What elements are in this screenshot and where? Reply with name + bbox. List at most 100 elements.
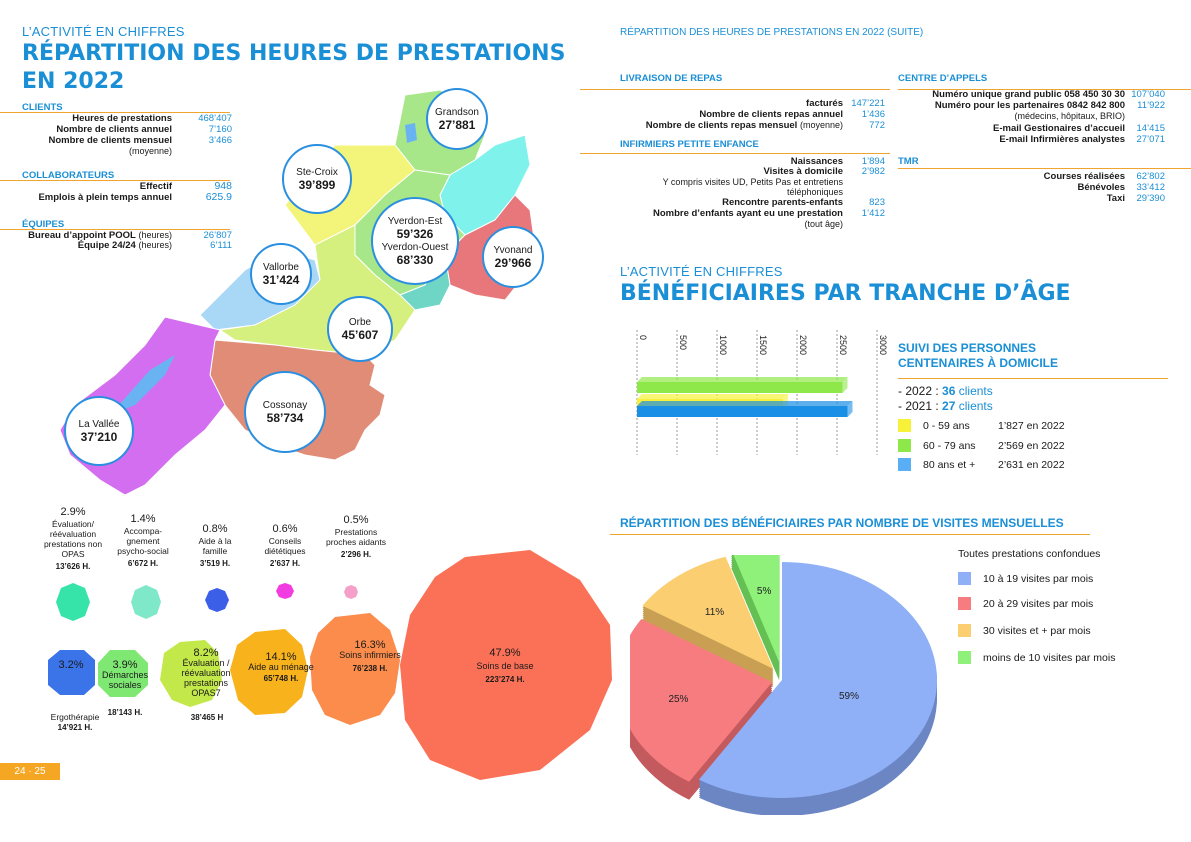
tmr-heading: TMR <box>898 156 919 167</box>
legend-label: 30 visites et + par mois <box>983 624 1091 637</box>
region-circle-yverdon: Yverdon-Est 59’326 Yverdon-Ouest 68’330 <box>371 197 459 285</box>
age-title: BÉNÉFICIAIRES PAR TRANCHE D’ÂGE <box>620 281 1071 306</box>
region-circle-la-vallee: La Vallée 37’210 <box>64 396 134 466</box>
row-value: 468’407 <box>198 113 232 124</box>
bubble-label-demarches: 3.9% Démarches sociales <box>100 659 150 691</box>
row-value: 29’390 <box>1136 193 1165 204</box>
row-value: 11’922 <box>1137 100 1165 111</box>
region-circle-cossonay: Cossonay 58’734 <box>244 371 326 453</box>
region-value: 29’966 <box>494 256 532 270</box>
pie-label: 59% <box>839 691 859 702</box>
centre-row: E-mail Infirmières analystes 27’071 <box>898 134 1165 145</box>
left-title-line1: RÉPARTITION DES HEURES DE PRESTATIONS <box>22 41 566 66</box>
stat-pct: 0.5% <box>343 514 369 526</box>
row-label: E-mail Gestionaires d’accueil <box>993 123 1125 134</box>
age-bar-chart: 0 500 1000 1500 2000 2500 3000 <box>636 330 888 455</box>
stat-label: Aide à la famille <box>198 536 232 556</box>
row-value: 948 <box>214 180 232 192</box>
stat-label: Accompa- gnement psycho-social <box>117 526 169 556</box>
bubble-demarches <box>98 650 148 697</box>
bubble-label-soins-base: 47.9% Soins de base 223’274 H. <box>450 648 560 685</box>
row-label: téléphoniques <box>786 187 843 197</box>
row-value: 1’436 <box>861 109 885 120</box>
bar-2 <box>637 406 848 417</box>
region-value: 45’607 <box>341 328 379 342</box>
row-label: Numéro unique grand public 058 450 30 30 <box>932 89 1125 100</box>
row-value: 33’412 <box>1136 182 1165 193</box>
stat-pct: 0.8% <box>202 523 228 535</box>
region-name-2: Yverdon-Ouest <box>381 242 449 253</box>
big-bubbles <box>48 550 612 780</box>
region-circle-vallorbe: Vallorbe 31’424 <box>250 243 312 305</box>
bubble-text: Soins infirmiers <box>339 650 401 660</box>
small-stat: 1.4% Accompa- gnement psycho-social 6’67… <box>112 512 174 569</box>
tick-label: 1500 <box>758 335 768 355</box>
tmr-row: Taxi 29’390 <box>898 193 1165 204</box>
tick-label: 2500 <box>838 335 848 355</box>
bubble-soins-infirmiers <box>310 613 400 725</box>
row-label: Nombre de clients annuel <box>56 124 172 135</box>
small-stat: 0.5% Prestations proches aidants 2’296 H… <box>326 513 386 560</box>
visits-subtitle: Toutes prestations confondues <box>958 548 1101 560</box>
bubble-text: Aide au ménage <box>248 662 314 672</box>
bubble-hours: 65’748 H. <box>263 674 299 683</box>
small-stat: 0.8% Aide à la famille 3’519 H. <box>190 522 240 569</box>
region-name: La Vallée <box>78 419 120 430</box>
bubble-aide-menage <box>230 629 308 715</box>
region-name: Ste-Croix <box>296 167 338 178</box>
legend-label: 80 ans et + <box>923 458 976 471</box>
age-kicker: L’ACTIVITÉ EN CHIFFRES <box>620 264 783 279</box>
region-value: 37’210 <box>80 430 118 444</box>
right-kicker: RÉPARTITION DES HEURES DE PRESTATIONS EN… <box>620 27 924 38</box>
equipes-row: Équipe 24/24 (heures) 6’111 <box>0 240 232 251</box>
bubble-ergotherapie <box>48 650 95 695</box>
tmr-rule <box>898 168 1191 169</box>
age-legend-item: 80 ans et + 2’631 en 2022 <box>898 458 1065 471</box>
infirmiers-row: Visites à domicile 2’982 <box>580 166 885 177</box>
centenaires-2021: - 2021 : 27 clients <box>898 399 993 413</box>
visits-legend-item: moins de 10 visites par mois <box>958 651 1115 664</box>
left-kicker: L’ACTIVITÉ EN CHIFFRES <box>22 24 185 39</box>
row-label: Taxi <box>1106 193 1125 204</box>
map-lake-joux <box>110 355 175 415</box>
row-value: 147’221 <box>851 98 885 109</box>
collab-heading: COLLABORATEURS <box>22 170 115 181</box>
map-lake-small <box>405 123 417 143</box>
pie-slice-2 <box>642 556 774 669</box>
livraison-heading: LIVRAISON DE REPAS <box>620 73 723 84</box>
row-label: Courses réalisées <box>1043 171 1125 182</box>
row-value: 3’466 <box>208 135 232 146</box>
bar-1 <box>637 382 843 393</box>
centenaires-title-line2: CENTENAIRES À DOMICILE <box>898 356 1059 370</box>
row-label: (médecins, hôpitaux, BRIO) <box>1014 111 1125 121</box>
livraison-row: Nombre de clients repas annuel 1’436 <box>580 109 885 120</box>
left-title-line2: EN 2022 <box>22 69 125 94</box>
region-value: 58’734 <box>266 411 304 425</box>
legend-value: 1’827 en 2022 <box>998 419 1065 432</box>
small-bubbles <box>56 583 358 621</box>
stat-hours: 2’296 H. <box>340 550 372 559</box>
row-value: 62’802 <box>1136 171 1165 182</box>
infirmiers-row: (tout âge) <box>580 219 885 230</box>
row-value: 823 <box>869 197 885 208</box>
region-name: Grandson <box>435 107 479 118</box>
age-legend-item: 0 - 59 ans 1’827 en 2022 <box>898 419 1065 432</box>
livraison-row: Nombre de clients repas mensuel (moyenne… <box>580 120 885 131</box>
region-name: Yvonand <box>493 245 533 256</box>
row-value: 2’982 <box>861 166 885 177</box>
clients-row: Nombre de clients annuel 7’160 <box>0 124 232 135</box>
stat-hours: 18’143 H. <box>107 708 143 717</box>
bubble-caption-demarches: 18’143 H. <box>100 705 150 718</box>
stat-label: Ergothérapie <box>50 712 100 722</box>
tick-label: 2000 <box>798 335 808 355</box>
bar-top <box>637 394 789 399</box>
pie-slice-3 <box>733 555 780 663</box>
legend-label: 20 à 29 visites par mois <box>983 597 1094 610</box>
legend-swatch <box>958 572 971 585</box>
legend-swatch <box>958 624 971 637</box>
row-value: 1’412 <box>861 208 885 219</box>
region-value-2: 68’330 <box>396 253 434 267</box>
legend-swatch <box>898 458 911 471</box>
bubble-pct: 3.9% <box>112 659 138 671</box>
equipes-row: Bureau d’appoint POOL (heures) 26’807 <box>0 230 232 241</box>
